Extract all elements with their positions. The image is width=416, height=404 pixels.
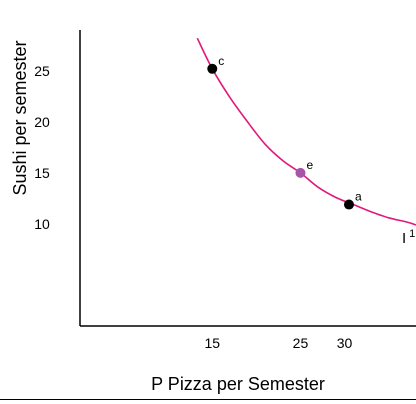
point-a-label: a xyxy=(355,190,362,204)
x-tick-label: 25 xyxy=(293,335,309,351)
x-axis-title: P Pizza per Semester xyxy=(151,374,325,394)
point-e-marker xyxy=(295,167,306,178)
y-tick-label: 25 xyxy=(34,63,50,79)
data-points: c e a xyxy=(207,54,362,210)
y-tick-label: 15 xyxy=(34,165,50,181)
point-c-marker xyxy=(207,63,218,74)
indifference-curve-line xyxy=(196,37,416,226)
y-axis-title: Sushi per semester xyxy=(10,40,30,195)
y-tick-labels: 10 15 20 25 xyxy=(34,63,50,232)
x-tick-labels: 15 25 30 xyxy=(204,335,352,351)
axes xyxy=(79,30,416,327)
bottom-divider xyxy=(0,399,416,400)
point-c-label: c xyxy=(218,54,224,68)
y-tick-label: 10 xyxy=(34,216,50,232)
curve-name-superscript: 1 xyxy=(409,228,415,240)
point-e-label: e xyxy=(306,158,313,172)
point-a-marker xyxy=(343,199,354,210)
x-tick-label: 15 xyxy=(204,335,220,351)
y-tick-label: 20 xyxy=(34,114,50,130)
curve-name: I xyxy=(402,230,406,247)
x-tick-label: 30 xyxy=(337,335,353,351)
